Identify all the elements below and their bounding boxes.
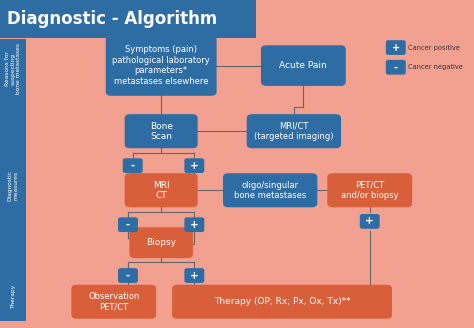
Text: +: + [190,220,199,230]
Text: +: + [392,43,400,52]
Text: Bone
Scan: Bone Scan [150,121,173,141]
FancyBboxPatch shape [118,217,138,232]
Text: -: - [131,161,135,171]
Text: +: + [365,216,374,226]
Text: PET/CT
and/or biopsy: PET/CT and/or biopsy [341,180,399,200]
FancyBboxPatch shape [123,158,143,173]
FancyBboxPatch shape [327,173,412,207]
Text: -: - [126,271,130,280]
Text: +: + [190,271,199,280]
FancyBboxPatch shape [184,268,204,283]
FancyBboxPatch shape [0,98,26,272]
Text: +: + [190,161,199,171]
Text: oligo/singular
bone metastases: oligo/singular bone metastases [234,180,306,200]
FancyBboxPatch shape [0,272,26,321]
Text: -: - [126,220,130,230]
Text: Cancer negative: Cancer negative [408,64,463,70]
Text: Cancer positive: Cancer positive [408,45,459,51]
Text: Symptoms (pain)
pathological laboratory
parameters*
metastases elsewhere: Symptoms (pain) pathological laboratory … [112,46,210,86]
FancyBboxPatch shape [125,114,198,148]
FancyBboxPatch shape [386,60,406,74]
FancyBboxPatch shape [0,0,256,38]
Text: MRI/CT
(targeted imaging): MRI/CT (targeted imaging) [254,121,334,141]
FancyBboxPatch shape [261,45,346,86]
Text: Therapy (OP; Rx; Px, Ox, Tx)**: Therapy (OP; Rx; Px, Ox, Tx)** [214,297,350,306]
FancyBboxPatch shape [0,39,26,98]
Text: -: - [394,62,398,72]
FancyBboxPatch shape [172,285,392,319]
FancyBboxPatch shape [360,214,380,229]
Text: Diagnostic - Algorithm: Diagnostic - Algorithm [7,10,218,28]
FancyBboxPatch shape [184,158,204,173]
Text: MRI
CT: MRI CT [153,180,170,200]
Text: Reasons for
suspecting
bone metastases: Reasons for suspecting bone metastases [5,43,21,94]
Text: Biopsy: Biopsy [146,238,176,247]
FancyBboxPatch shape [223,173,317,207]
Text: Diagnostic
measures: Diagnostic measures [8,170,18,201]
FancyBboxPatch shape [386,40,406,55]
FancyBboxPatch shape [71,285,156,319]
FancyBboxPatch shape [184,217,204,232]
FancyBboxPatch shape [106,35,217,96]
FancyBboxPatch shape [125,173,198,207]
FancyBboxPatch shape [129,227,193,258]
Text: Therapy: Therapy [10,285,16,309]
Text: Acute Pain: Acute Pain [280,61,327,70]
FancyBboxPatch shape [118,268,138,283]
FancyBboxPatch shape [246,114,341,148]
Text: Observation
PET/CT: Observation PET/CT [88,292,139,312]
